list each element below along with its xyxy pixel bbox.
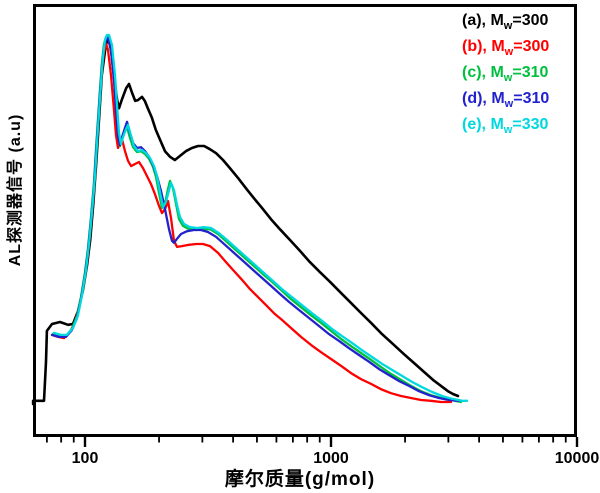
x-tick-label: 10000 <box>555 450 600 467</box>
x-axis-title: 摩尔质量(g/mol) <box>224 469 376 490</box>
legend-text: (e), M <box>462 116 504 133</box>
curve-b <box>50 42 453 404</box>
legend: (a), Mw=300 (b), Mw=300 (c), Mw=310 (d), Mw… <box>462 8 549 138</box>
plot-border <box>33 4 577 437</box>
legend-entry-d: (d), Mw=310 <box>462 86 549 112</box>
x-tick-label: 100 <box>72 450 99 467</box>
legend-subscript: w <box>504 98 514 111</box>
x-tick-label: 1000 <box>313 450 349 467</box>
legend-value: =310 <box>512 64 549 81</box>
legend-subscript: w <box>504 46 514 59</box>
legend-entry-c: (c), Mw=310 <box>462 60 549 86</box>
legend-value: =300 <box>513 38 550 55</box>
legend-subscript: w <box>503 72 513 85</box>
curve-a <box>31 35 460 406</box>
legend-value: =310 <box>513 90 550 107</box>
legend-text: (a), M <box>462 12 504 29</box>
legend-text: (b), M <box>462 38 505 55</box>
curve-e <box>52 33 469 402</box>
legend-entry-b: (b), Mw=300 <box>462 34 549 60</box>
legend-value: =300 <box>512 12 549 29</box>
legend-text: (d), M <box>462 90 505 107</box>
legend-value: =330 <box>512 116 549 133</box>
legend-entry-e: (e), Mw=330 <box>462 112 549 138</box>
y-axis-title: AL探测器信号 (a.u) <box>7 113 24 267</box>
legend-subscript: w <box>503 124 513 137</box>
legend-entry-a: (a), Mw=300 <box>462 8 549 34</box>
legend-text: (c), M <box>462 64 504 81</box>
legend-subscript: w <box>503 20 513 33</box>
